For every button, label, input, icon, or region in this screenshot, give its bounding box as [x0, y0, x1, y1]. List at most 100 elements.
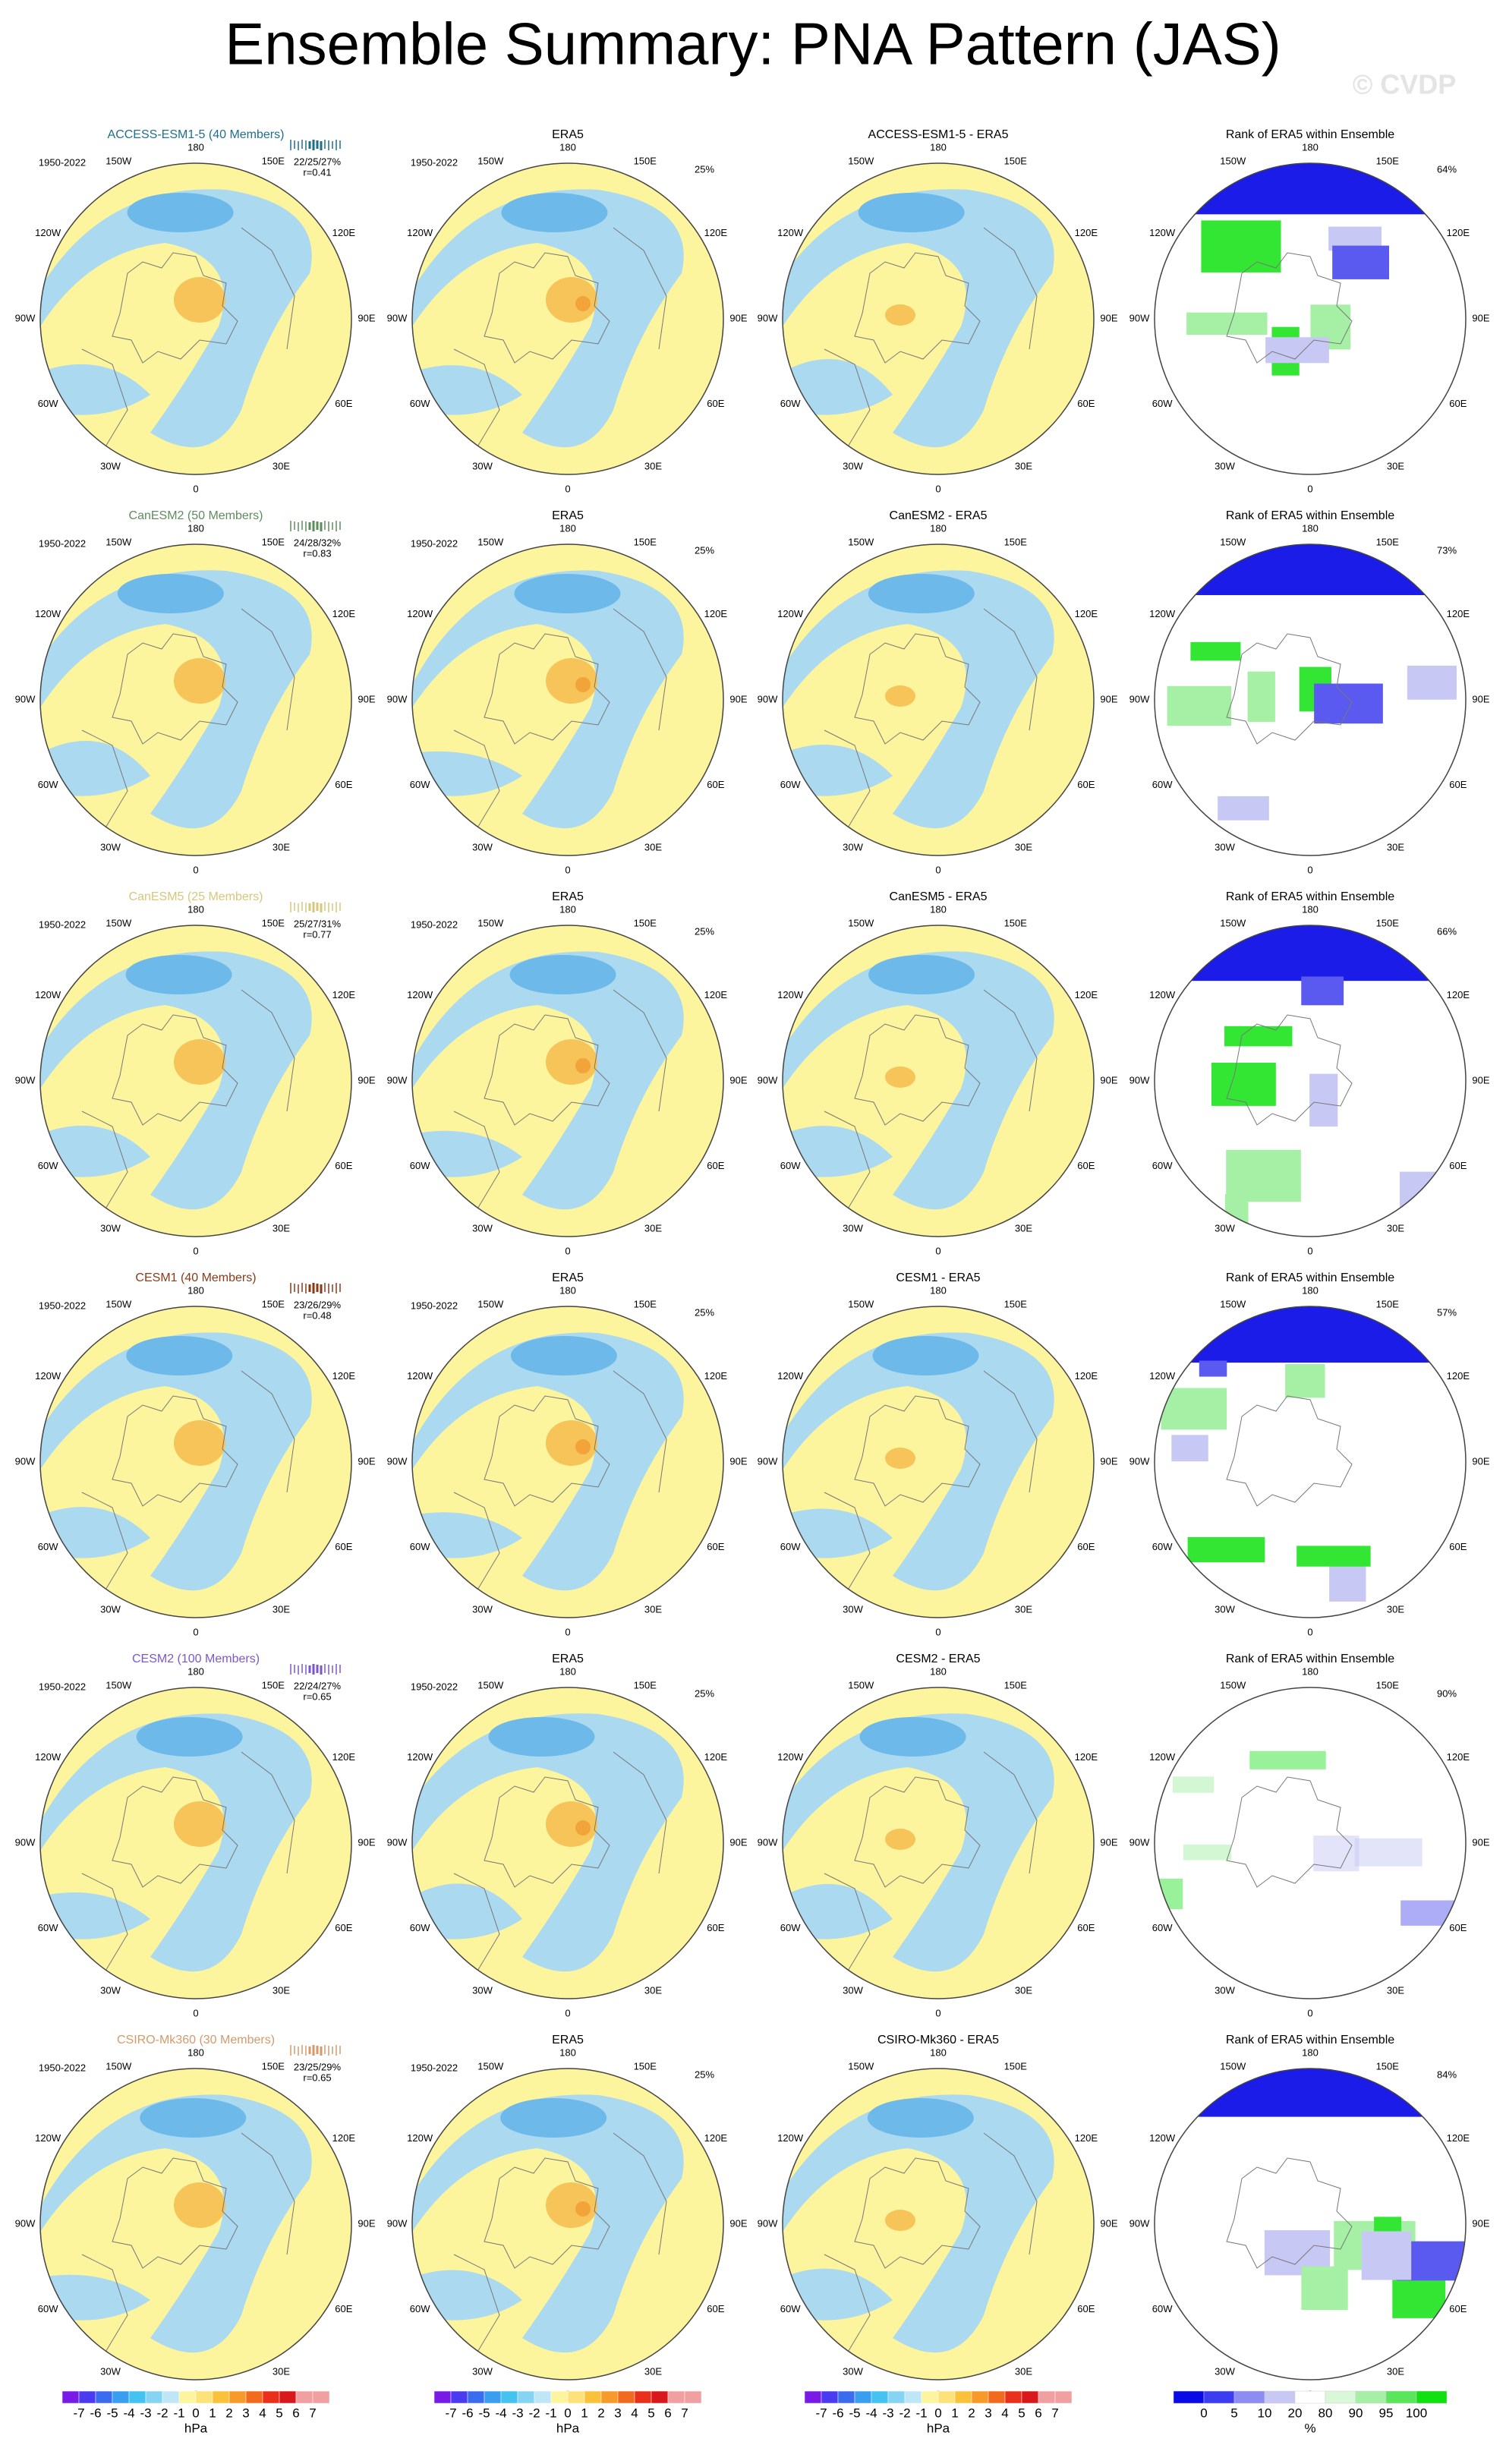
panel-title: CSIRO-Mk360 (30 Members) — [117, 2034, 275, 2047]
map-panel — [1155, 544, 1466, 855]
negative-region — [40, 2274, 150, 2321]
colorbar-tick-label: 6 — [1035, 2406, 1041, 2420]
lon-label: 120E — [332, 2132, 356, 2144]
map-outline — [39, 1687, 352, 1999]
lon-label: 0 — [935, 1245, 940, 1256]
colorbar-box — [517, 2390, 535, 2404]
lon-label: 60W — [410, 779, 430, 790]
lon-label: 180 — [1302, 522, 1319, 534]
lon-label: 90W — [15, 1074, 36, 1085]
watermark: © CVDP — [1353, 69, 1457, 100]
panel-title: CSIRO-Mk360 - ERA5 — [877, 2034, 999, 2047]
rank-patch — [1224, 1026, 1293, 1047]
lon-label: 30E — [1015, 841, 1032, 852]
negative-region — [412, 1130, 522, 1177]
coastline — [1226, 633, 1353, 745]
lon-label: 90E — [1100, 312, 1117, 323]
panel-title: ERA5 — [552, 1653, 584, 1665]
rank-patch — [1226, 1149, 1301, 1202]
rank-patch — [1314, 683, 1383, 724]
colorbar-box — [567, 2390, 585, 2404]
coastline — [81, 1751, 295, 1973]
positive-core — [546, 1801, 597, 1847]
panel-title: CESM1 - ERA5 — [896, 1271, 980, 1284]
lon-label: 30W — [472, 1984, 493, 1996]
lon-label: 90E — [358, 693, 375, 704]
lon-label: 150E — [634, 536, 657, 547]
lon-label: 60W — [38, 398, 58, 409]
colorbar-box — [112, 2390, 130, 2404]
lon-label: 180 — [559, 1665, 576, 1677]
map-panel — [1155, 163, 1466, 474]
lon-label: 150W — [477, 155, 504, 166]
lon-label: 30E — [273, 1984, 290, 1996]
positive-max — [575, 677, 591, 692]
lon-label: 60W — [1152, 1541, 1173, 1552]
lon-label: 0 — [935, 864, 940, 875]
colorbar-box — [433, 2390, 452, 2404]
rank-patch — [1183, 1844, 1232, 1861]
positive-max — [575, 1820, 591, 1835]
colorbar-tick-label: -1 — [915, 2406, 927, 2420]
negative-region — [783, 1713, 1054, 1972]
lon-label: 60E — [707, 779, 724, 790]
lon-label: 90E — [1100, 1836, 1117, 1848]
lon-label: 90W — [387, 693, 408, 704]
lon-label: 120W — [777, 227, 804, 238]
negative-region — [783, 1332, 1054, 1591]
colorbar-box — [1021, 2390, 1039, 2404]
negative-region — [412, 1713, 684, 1972]
negative-region — [40, 1892, 150, 1939]
lon-label: 180 — [559, 2047, 576, 2058]
rank-pct: 66% — [1437, 925, 1457, 937]
map-panel — [40, 1306, 351, 1618]
negative-region — [783, 570, 1054, 829]
map-background — [1155, 2069, 1466, 2380]
colorbar-box — [1264, 2390, 1296, 2404]
colorbar-box — [1233, 2390, 1265, 2404]
lon-label: 90E — [1472, 693, 1489, 704]
lon-label: 150E — [1004, 917, 1028, 928]
lon-label: 120E — [332, 1751, 356, 1763]
coastline — [81, 608, 295, 830]
lon-label: 150E — [1004, 1298, 1028, 1309]
rank-patch — [1171, 1435, 1208, 1462]
lon-label: 120W — [407, 608, 433, 619]
panel-title: Rank of ERA5 within Ensemble — [1226, 509, 1394, 522]
lon-label: 120E — [704, 1370, 728, 1382]
colorbar-box — [61, 2390, 80, 2404]
lon-label: 180 — [930, 903, 947, 915]
rank-patch — [1167, 685, 1232, 726]
rank-patch — [1407, 665, 1457, 700]
coastline — [453, 608, 667, 830]
map-outline — [1154, 2068, 1467, 2381]
lon-label: 120W — [35, 227, 61, 238]
map-panel — [412, 1687, 723, 1999]
rank-patch — [1285, 1364, 1325, 1398]
lon-label: 30W — [843, 2365, 863, 2377]
lon-label: 150W — [106, 1298, 132, 1309]
lon-label: 60W — [1152, 2303, 1173, 2314]
lon-label: 30E — [1015, 460, 1032, 471]
colorbar-tick-label: 7 — [309, 2406, 316, 2420]
coastline — [824, 2132, 1038, 2354]
colorbar-box — [854, 2390, 872, 2404]
panel-title: ERA5 — [552, 1271, 584, 1284]
panel-title: Rank of ERA5 within Ensemble — [1226, 1653, 1394, 1665]
colorbar-tick-label: -4 — [123, 2406, 134, 2420]
lon-label: 60E — [1077, 779, 1095, 790]
colorbar-tick-label: 0 — [564, 2406, 571, 2420]
lon-label: 90W — [15, 312, 36, 323]
lon-label: 90W — [387, 312, 408, 323]
map-panel — [783, 163, 1094, 474]
period: 1950-2022 — [411, 1681, 458, 1692]
map-panel — [40, 925, 351, 1237]
lon-label: 120E — [1447, 227, 1470, 238]
positive-core — [546, 1420, 597, 1466]
lon-label: 60W — [38, 1922, 58, 1933]
positive-core — [546, 658, 597, 704]
rank-patch — [1201, 220, 1281, 273]
negative-core — [117, 574, 224, 613]
map-outline — [411, 162, 724, 475]
colorbar-tick-label: 4 — [631, 2406, 638, 2420]
